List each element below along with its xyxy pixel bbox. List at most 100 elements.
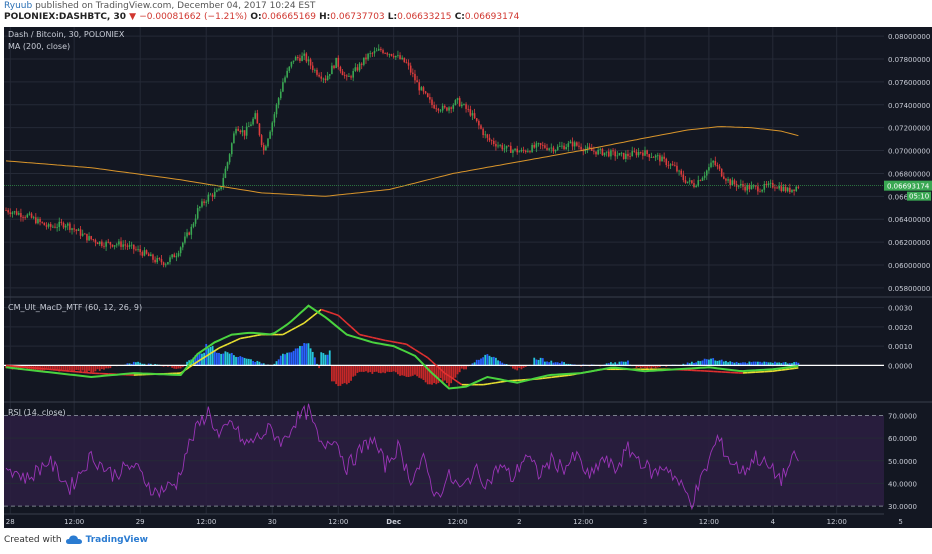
candle-body <box>222 178 224 186</box>
candle-body <box>572 142 574 147</box>
candle-body <box>301 56 303 61</box>
candle-body <box>367 54 369 60</box>
histogram-bar <box>418 365 420 377</box>
candle-body <box>689 180 691 181</box>
candle-body <box>489 138 491 140</box>
histogram-bar <box>535 359 537 365</box>
candle-body <box>193 224 195 227</box>
histogram-bar <box>210 347 212 365</box>
candle-body <box>250 124 252 126</box>
histogram-bar <box>440 365 442 378</box>
candle-body <box>84 234 86 235</box>
candle-body <box>602 149 604 155</box>
candle-body <box>314 70 316 71</box>
footer: Created with TradingView <box>4 535 148 545</box>
macd-signal-segment <box>253 335 257 336</box>
candle-body <box>435 108 437 109</box>
candle-body <box>63 223 65 228</box>
candle-body <box>101 242 103 246</box>
histogram-bar <box>550 361 552 366</box>
candle-body <box>736 184 738 187</box>
candle-body <box>580 147 582 150</box>
candle-body <box>288 67 290 71</box>
tradingview-brand-link[interactable]: TradingView <box>86 535 148 545</box>
macd-signal-segment <box>394 342 398 343</box>
candle-body <box>593 151 595 152</box>
histogram-bar <box>88 365 90 370</box>
macd-tick-label: 0.0020 <box>888 324 913 332</box>
histogram-bar <box>702 361 704 366</box>
close-value: 0.06693174 <box>465 12 519 22</box>
macd-signal-segment <box>487 383 491 384</box>
histogram-bar <box>384 365 386 373</box>
down-arrow-icon: ▼ <box>129 12 136 22</box>
macd-tick-label: 0.0010 <box>888 343 913 351</box>
candle-body <box>286 71 288 78</box>
price-tick-label: 0.08000000 <box>888 33 930 41</box>
candle-body <box>359 64 361 71</box>
candle-body <box>538 143 540 144</box>
histogram-bar <box>457 365 459 374</box>
candle-body <box>418 82 420 90</box>
candle-body <box>668 165 670 166</box>
candle-body <box>568 143 570 147</box>
candle-body <box>39 219 41 222</box>
candle-body <box>687 182 689 183</box>
x-tick-label: 12:00 <box>447 518 467 526</box>
candle-body <box>770 183 772 184</box>
histogram-bar <box>482 357 484 365</box>
candle-body <box>763 184 765 190</box>
candle-body <box>729 179 731 185</box>
histogram-bar <box>442 365 444 383</box>
histogram-bar <box>397 365 399 374</box>
candle-body <box>369 53 371 54</box>
macd-signal-segment <box>496 382 500 383</box>
candle-body <box>201 201 203 206</box>
candle-body <box>542 145 544 146</box>
candle-body <box>646 150 648 154</box>
candle-body <box>186 232 188 236</box>
candle-body <box>414 74 416 80</box>
candle-body <box>776 188 778 189</box>
x-tick-label: 5 <box>898 518 902 526</box>
histogram-bar <box>414 365 416 374</box>
candle-body <box>214 192 216 197</box>
candle-body <box>218 189 220 190</box>
author-link[interactable]: Ryuub <box>4 1 32 11</box>
candle-body <box>395 56 397 57</box>
histogram-bar <box>714 360 716 365</box>
histogram-bar <box>348 365 350 382</box>
candle-body <box>357 67 359 70</box>
candle-body <box>378 49 380 51</box>
candle-body <box>721 169 723 177</box>
candle-body <box>700 180 702 181</box>
macd-tick-label: 0.0000 <box>888 362 913 370</box>
candle-body <box>352 71 354 78</box>
high-label: H: <box>319 12 330 22</box>
candle-body <box>171 254 173 257</box>
macd-signal-segment <box>245 337 249 338</box>
candle-body <box>235 129 237 134</box>
histogram-bar <box>704 359 706 366</box>
candle-body <box>636 152 638 156</box>
candle-body <box>666 159 668 165</box>
candle-body <box>412 73 414 74</box>
candle-body <box>512 150 514 153</box>
candle-body <box>107 242 109 243</box>
candle-body <box>565 147 567 149</box>
macd-signal-segment <box>389 341 393 342</box>
candle-body <box>680 171 682 175</box>
x-tick-label: 29 <box>136 518 145 526</box>
macd-signal-segment <box>483 384 487 385</box>
candle-body <box>188 232 190 234</box>
ohlc-header: POLONIEX:DASHBTC, 30 ▼ −0.00081662 (−1.2… <box>4 12 519 22</box>
candle-body <box>97 243 99 244</box>
rsi-tick-label: 30.0000 <box>888 503 917 511</box>
candle-body <box>425 91 427 93</box>
histogram-bar <box>367 365 369 372</box>
candle-body <box>627 154 629 156</box>
candle-body <box>431 100 433 105</box>
histogram-bar <box>395 365 397 372</box>
